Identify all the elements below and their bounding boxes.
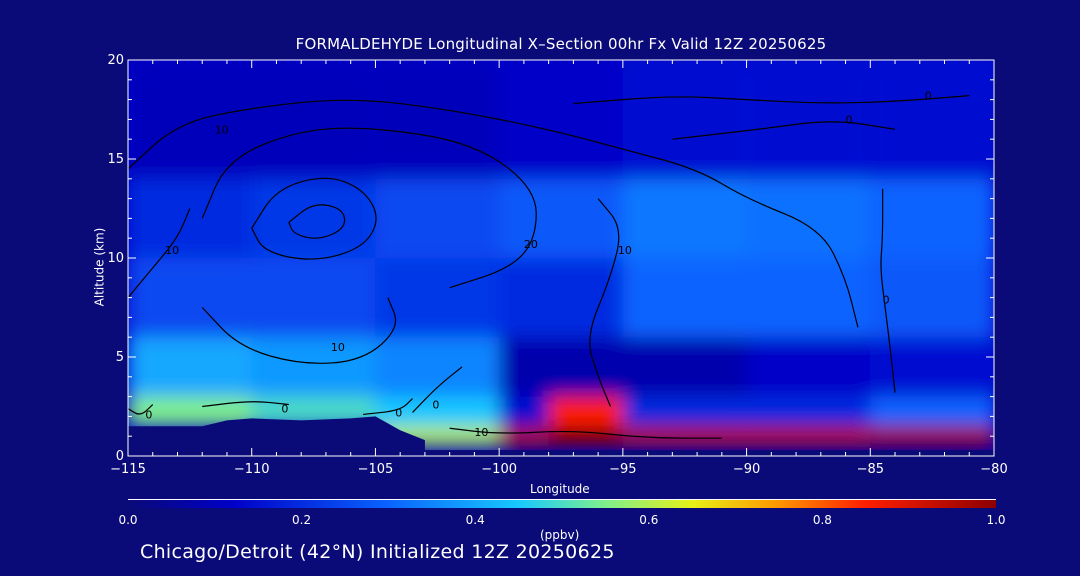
contour-line [201, 127, 537, 289]
field-cell [128, 337, 252, 397]
contour-label: 0 [883, 294, 890, 307]
field-cell [746, 60, 871, 179]
field-cell [251, 337, 376, 397]
x-tick-label: −95 [609, 462, 636, 477]
colorbar-tick-label: 0.4 [465, 513, 485, 527]
y-tick-label: 20 [107, 53, 124, 68]
y-tick-label: 10 [107, 251, 124, 266]
contour-label: 0 [395, 406, 402, 419]
contour-label: 10 [618, 244, 632, 257]
field-cell [622, 178, 747, 258]
field-cell [870, 60, 994, 179]
field-cell [499, 178, 623, 258]
colorbar-tick-label: 0.8 [812, 513, 832, 527]
field-cell [499, 396, 549, 427]
field-cell [622, 426, 747, 447]
colorbar [128, 496, 996, 510]
field-cell [128, 258, 252, 338]
contour-label: 20 [524, 238, 538, 251]
field-cell [622, 258, 747, 338]
contour-line [202, 401, 289, 408]
field-cell [870, 178, 994, 258]
contour-line [672, 121, 896, 140]
colorbar-tick-label: 0.2 [292, 513, 312, 527]
x-axis-label: Longitude [530, 482, 590, 496]
field-cell [548, 426, 623, 447]
contour-line [880, 188, 896, 393]
field-cell [622, 60, 747, 179]
field-cell [746, 178, 871, 258]
x-tick-label: −105 [358, 462, 394, 477]
field-cell [499, 426, 549, 447]
contour-label: 10 [474, 426, 488, 439]
y-tick-label: 5 [116, 350, 124, 365]
contour-line [449, 427, 722, 439]
x-tick-label: −115 [110, 462, 146, 477]
contour-label: 0 [145, 408, 152, 421]
field-cell [548, 396, 623, 427]
field-cell [499, 337, 623, 397]
field-cell [251, 178, 376, 258]
x-tick-label: −110 [234, 462, 270, 477]
field-cell [375, 258, 500, 338]
contour-line [589, 198, 620, 407]
contour-label: 10 [331, 341, 345, 354]
x-tick-label: −80 [980, 462, 1007, 477]
field-cell [870, 426, 994, 447]
contour-line [128, 404, 154, 415]
x-tick-label: −85 [857, 462, 884, 477]
x-tick-label: −90 [733, 462, 760, 477]
field-cell [499, 258, 623, 338]
colorbar-tick-label: 0.0 [118, 513, 138, 527]
contour-line [362, 398, 413, 416]
colorbar-units: (ppbv) [540, 528, 580, 542]
field-cell [870, 396, 994, 427]
colorbar-tick-label: 0.6 [639, 513, 659, 527]
contour-label: 0 [925, 90, 932, 103]
colorbar-tick-label: 1.0 [986, 513, 1006, 527]
contour-label: 10 [165, 244, 179, 257]
contour-line [288, 204, 346, 239]
y-axis-label: Altitude (km) [92, 227, 107, 307]
contour-label: 0 [432, 398, 439, 411]
ground-strip [128, 450, 994, 456]
field-cell [375, 396, 500, 427]
field-cell [870, 258, 994, 338]
contour-label: 0 [846, 113, 853, 126]
footer-caption: Chicago/Detroit (42°N) Initialized 12Z 2… [140, 541, 615, 563]
field-cell [251, 258, 376, 338]
field-cell [870, 337, 994, 397]
field-cell [746, 426, 871, 447]
field-cell [746, 258, 871, 338]
y-tick-label: 15 [107, 152, 124, 167]
contour-line [412, 366, 463, 413]
field-cell [622, 396, 747, 427]
contour-line [573, 95, 970, 105]
field-cell [499, 60, 623, 179]
field-cell [622, 337, 747, 397]
chart-title: FORMALDEHYDE Longitudinal X–Section 00hr… [295, 35, 827, 53]
contour-line [201, 297, 397, 364]
field-cell [375, 60, 500, 179]
terrain-mask [128, 416, 425, 456]
contour-label: 10 [215, 123, 229, 136]
contour-line [128, 99, 859, 328]
contour-label: 0 [281, 402, 288, 415]
contour-line [128, 208, 191, 298]
x-tick-label: −100 [481, 462, 517, 477]
field-cell [375, 178, 500, 258]
y-tick-label: 0 [116, 449, 124, 464]
field-cell [746, 337, 871, 397]
field-cell [128, 178, 252, 258]
contour-line [251, 177, 377, 260]
field-cell [746, 396, 871, 427]
field-cell [128, 60, 376, 179]
